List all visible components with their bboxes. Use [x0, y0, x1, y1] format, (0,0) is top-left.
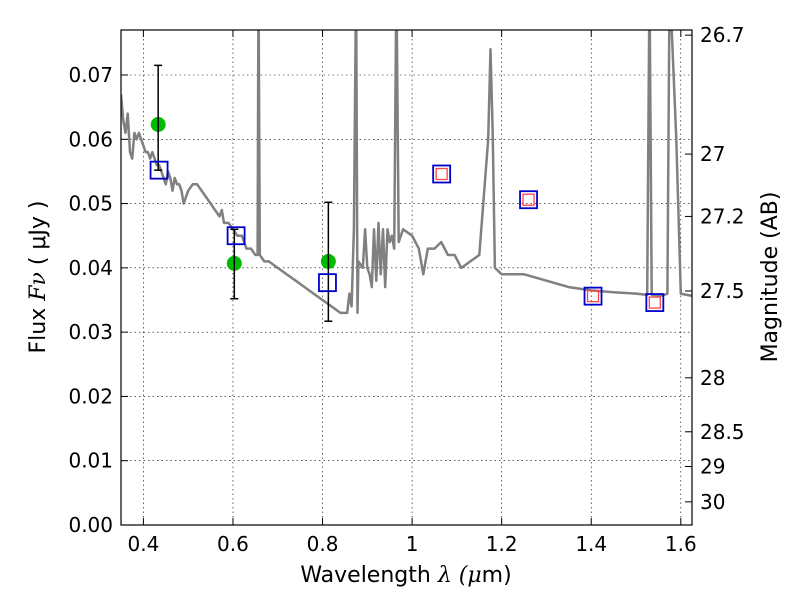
blue-square-point	[149, 160, 169, 180]
y-tick-label: 0.07	[68, 63, 113, 87]
blue-square-point	[645, 293, 665, 312]
x-tick-label: 0.4	[127, 532, 159, 556]
right-tick-label: 27.2	[700, 204, 745, 228]
x-tick-label: 1	[406, 532, 419, 556]
red-square-point	[435, 167, 448, 181]
x-axis-label: Wavelength λ (μm)	[300, 563, 511, 588]
right-tick-label: 27	[700, 142, 725, 166]
plot-frame	[120, 29, 693, 526]
y-tick-label: 0.03	[68, 320, 113, 344]
model-spectrum-line	[121, 30, 692, 315]
right-tick-label: 30	[700, 490, 725, 514]
right-axis-label: Magnitude (AB)	[758, 192, 783, 363]
blue-square-point	[432, 164, 452, 184]
y-tick-label: 0.06	[68, 127, 113, 151]
blue-square-point	[226, 226, 246, 246]
right-tick-label: 28	[700, 366, 725, 390]
y-tick-label: 0.04	[68, 256, 113, 280]
red-square-point	[648, 296, 661, 309]
right-tick-label: 26.7	[700, 23, 745, 47]
y-axis-label: Flux Fν ( μJy )	[26, 200, 51, 353]
blue-square-point	[519, 190, 538, 210]
blue-square-point	[318, 273, 337, 293]
y-tick-label: 0.01	[68, 449, 113, 473]
y-tick-label: 0.00	[68, 513, 113, 537]
x-tick-label: 1.6	[665, 532, 697, 556]
data-layer	[121, 30, 692, 322]
y-tick-label: 0.05	[68, 192, 113, 216]
ticks: 0.4 0.6 0.8 1 1.2 1.4 1.6 0.00 0.01 0.02 0.03 0.04 0…	[68, 23, 744, 556]
x-tick-label: 0.8	[307, 532, 339, 556]
right-tick-label: 29	[700, 455, 725, 479]
blue-square-point	[583, 286, 603, 306]
x-tick-label: 1.4	[575, 532, 607, 556]
x-tick-label: 0.6	[217, 532, 249, 556]
right-tick-label: 27.5	[700, 279, 745, 303]
red-square-point	[522, 193, 535, 206]
red-square-point	[586, 289, 600, 303]
x-tick-label: 1.2	[486, 532, 518, 556]
right-tick-label: 28.5	[700, 420, 745, 444]
y-tick-label: 0.02	[68, 384, 113, 408]
